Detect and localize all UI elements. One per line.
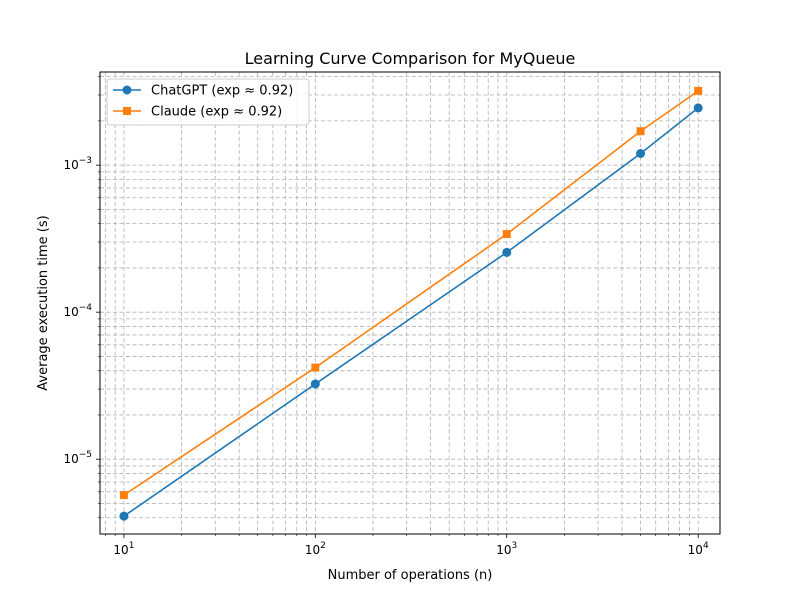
legend-item-1: ChatGPT (exp ≈ 0.92) <box>113 84 293 99</box>
legend-marker <box>122 85 132 95</box>
x-tick-label: 102 <box>305 541 326 557</box>
series-layer <box>119 86 703 521</box>
legend-label: Claude (exp ≈ 0.92) <box>151 105 282 120</box>
data-point <box>693 103 703 113</box>
data-point <box>636 127 645 136</box>
series-2 <box>119 86 703 500</box>
data-point <box>636 148 646 158</box>
x-tick-label: 103 <box>496 541 517 557</box>
data-point <box>310 379 320 389</box>
y-tick-label: 10−3 <box>63 156 92 172</box>
data-point <box>119 491 128 500</box>
data-point <box>502 230 511 239</box>
data-point <box>502 247 512 257</box>
data-point <box>119 511 129 521</box>
legend-item-2: Claude (exp ≈ 0.92) <box>113 105 282 120</box>
legend-marker <box>123 107 131 115</box>
y-axis-label: Average execution time (s) <box>36 215 51 390</box>
grid <box>100 72 720 534</box>
legend-frame <box>106 78 310 126</box>
chart-title: Learning Curve Comparison for MyQueue <box>245 49 576 68</box>
legend-label: ChatGPT (exp ≈ 0.92) <box>151 84 293 99</box>
series-1 <box>119 103 703 521</box>
x-tick-label: 104 <box>688 541 709 557</box>
plot-frame <box>99 71 721 535</box>
ticks: 101 102 103 104 10−5 10−4 10−3 <box>63 76 709 557</box>
legend: ChatGPT (exp ≈ 0.92) Claude (exp ≈ 0.92) <box>106 78 310 126</box>
x-tick-label: 101 <box>113 541 134 557</box>
data-point <box>694 86 703 95</box>
data-point <box>311 363 320 372</box>
x-axis-label: Number of operations (n) <box>328 568 493 583</box>
y-tick-label: 10−4 <box>63 303 92 319</box>
y-tick-label: 10−5 <box>63 450 92 466</box>
